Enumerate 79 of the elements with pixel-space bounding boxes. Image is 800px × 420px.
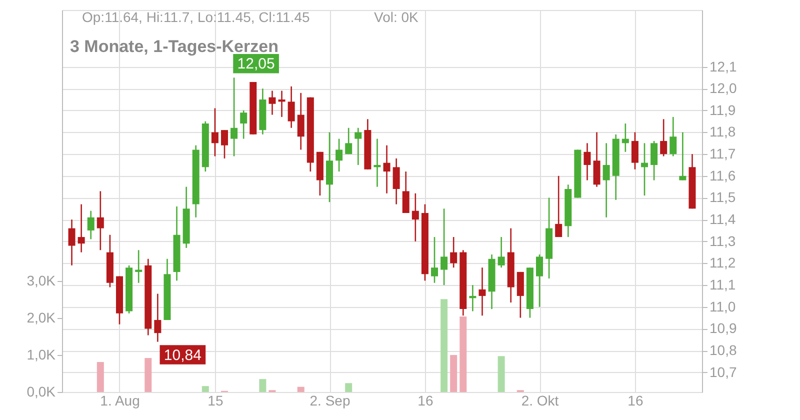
x-tick-label: 16 [628, 392, 644, 408]
y-tick-label: 11,5 [710, 189, 736, 206]
y-tick-label: 11,9 [710, 102, 736, 118]
candlestick [278, 90, 286, 118]
x-tick-label: 1. Aug [100, 392, 140, 408]
annotation: Vol: 0K [374, 9, 420, 25]
candlestick [221, 129, 228, 160]
y-tick-label: 11,2 [710, 254, 736, 271]
y-tick-label: 11,4 [710, 211, 736, 228]
y-tick-label: 10,8 [710, 342, 737, 358]
bar [450, 354, 458, 392]
annotation: 10,84 [164, 346, 202, 364]
bar [460, 316, 467, 392]
y-tick-label: 11,7 [710, 146, 736, 162]
candlestick [670, 116, 677, 157]
y2-tick-label: 1,0K [26, 346, 56, 362]
y-tick-label: 12,1 [710, 58, 737, 74]
y2-tick-label: 3,0K [26, 272, 56, 288]
text: 3 Monate, 1-Tages-Kerzen [70, 37, 278, 56]
candlestick [354, 127, 362, 166]
candlestick [679, 132, 686, 181]
candlestick [288, 86, 295, 129]
candlestick [631, 132, 638, 170]
candlestick [211, 108, 218, 157]
bar [202, 386, 209, 392]
candlestick [641, 142, 648, 196]
annotation: Op:11.64, Hi:11.7, Lo:11.45, Cl:11.45 [82, 9, 310, 25]
y-tick-label: 10,7 [710, 364, 737, 380]
y-tick-label: 11,3 [710, 232, 736, 249]
bar [297, 386, 304, 392]
candlestick [584, 142, 591, 181]
candlestick [87, 210, 94, 240]
annotation: 12,05 [237, 56, 275, 73]
y-tick-label: 12,0 [710, 80, 737, 96]
y-tick-label: 11,1 [710, 276, 736, 293]
y2-tick-label: 0,0K [26, 384, 56, 400]
candlestick [622, 122, 629, 153]
candlestick [450, 236, 458, 268]
bar [440, 299, 448, 392]
candlestick [440, 208, 448, 286]
bar [259, 379, 266, 392]
candlestick [650, 140, 658, 181]
candlestick [374, 138, 381, 188]
candlestick [230, 77, 238, 157]
y-tick-label: 10,9 [710, 320, 737, 336]
candlestick [431, 236, 438, 284]
candlestick [154, 293, 162, 342]
candlestick [96, 190, 104, 251]
candlestick [536, 254, 543, 308]
candlestick [602, 142, 610, 218]
y-tick-label: 11,8 [710, 124, 736, 140]
candlestick [412, 192, 419, 242]
candlestick [402, 170, 410, 214]
candlestick [345, 127, 352, 155]
candlestick [268, 90, 276, 116]
candlestick [383, 144, 390, 194]
candlestick [498, 236, 505, 268]
candlestick [469, 284, 476, 312]
candlestick [478, 266, 486, 316]
x-tick-label: 2. Okt [521, 392, 559, 408]
candlestick [68, 218, 76, 266]
candlestick [78, 204, 85, 253]
candlestick [555, 175, 562, 238]
x-tick-label: 2. Sep [310, 392, 350, 408]
candlestick [297, 92, 304, 150]
y-tick-label: 11,6 [710, 167, 736, 184]
x-tick-label: 16 [418, 392, 434, 408]
candlestick [240, 110, 248, 140]
y-tick-label: 11,0 [710, 298, 736, 314]
bar [96, 362, 104, 392]
bar [345, 383, 352, 392]
bar [144, 358, 152, 392]
bar [498, 356, 505, 392]
candlestick [392, 158, 400, 205]
y2-tick-label: 2,0K [26, 309, 56, 326]
candlestick [135, 249, 142, 284]
candlestick [660, 118, 668, 157]
candlestick [336, 138, 343, 172]
x-tick-label: 15 [208, 392, 224, 408]
